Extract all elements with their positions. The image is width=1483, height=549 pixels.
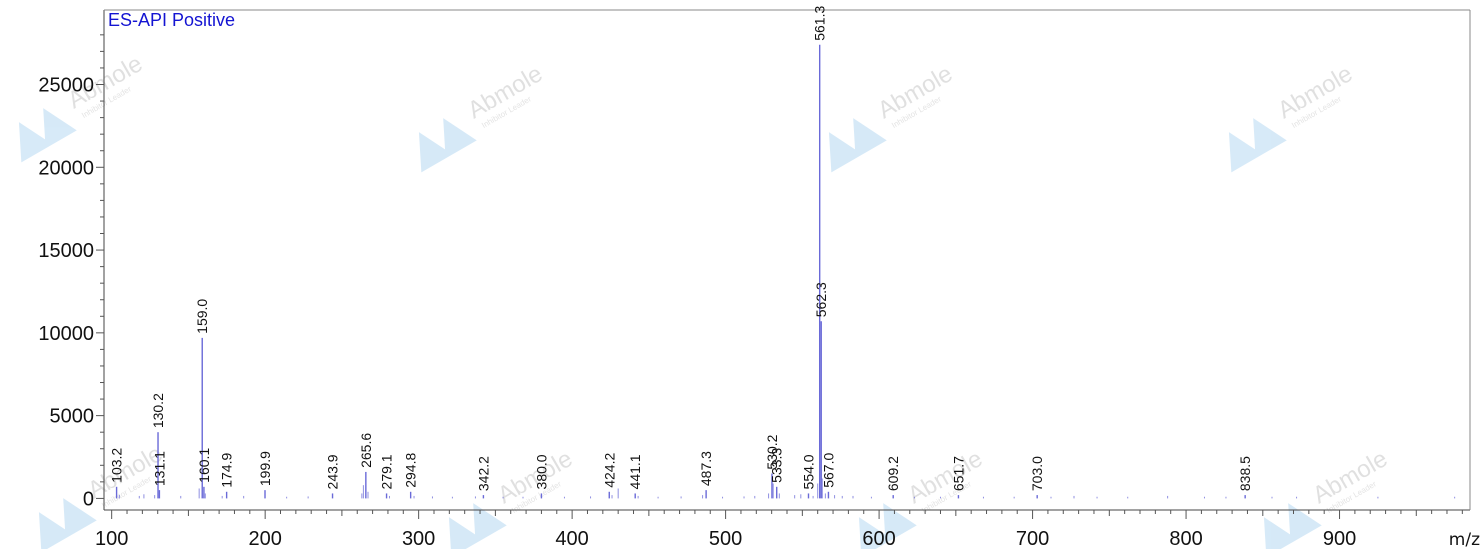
peak-label: 424.2 [601,453,617,488]
x-tick-label: 800 [1169,528,1202,549]
peak-label: 342.2 [475,456,491,491]
y-tick-label: 15000 [38,240,94,262]
x-tick-label: 300 [402,528,435,549]
peak-label: 380.0 [533,454,549,489]
y-tick-label: 0 [83,488,94,510]
peak-label: 530.2 [764,434,780,469]
y-tick-label: 5000 [50,406,95,428]
peak-label: 243.9 [325,454,341,489]
y-tick-label: 25000 [38,75,94,97]
peak-labels: 103.2 130.2 131.1 159.0 160.1 174.9 199.9 243.9… [109,6,1254,492]
x-tick-label: 900 [1323,528,1356,549]
x-tick-label: 400 [555,528,588,549]
peak-label: 838.5 [1237,456,1253,491]
peak-label: 279.1 [379,454,395,489]
y-tick-label: 10000 [38,323,94,345]
peak-label: 130.2 [150,393,166,428]
chart-axes: 0 5000 10000 15000 20000 25000 100 200 300 400 500… [38,9,1480,549]
peak-label: 199.9 [257,451,273,486]
peak-label: 159.0 [194,299,210,334]
x-axis-label: m/z [1449,530,1480,549]
peak-bars [115,44,1456,499]
x-tick-label: 600 [862,528,895,549]
peak-label: 609.2 [885,456,901,491]
x-tick-label: 200 [248,528,281,549]
peak-label: 103.2 [109,448,125,483]
chart-title: ES-API Positive [108,10,236,30]
x-tick-label: 700 [1016,528,1049,549]
peak-label: 487.3 [698,451,714,486]
peak-label: 265.6 [358,433,374,468]
peak-label: 561.3 [812,6,828,41]
peak-label: 651.7 [950,456,966,491]
x-tick-label: 100 [95,528,128,549]
x-tick-label: 500 [709,528,742,549]
peak-label: 131.1 [151,451,167,486]
peak-label: 533.3 [769,448,785,483]
peak-label: 703.0 [1029,456,1045,491]
peak-label: 160.1 [196,448,212,483]
peak-label: 554.0 [800,454,816,489]
peak-label: 294.8 [403,453,419,488]
peak-label: 562.3 [813,282,829,317]
peak-label: 174.9 [219,453,235,488]
y-tick-label: 20000 [38,157,94,179]
peak-label: 567.0 [820,453,836,488]
peak-label: 441.1 [627,454,643,489]
